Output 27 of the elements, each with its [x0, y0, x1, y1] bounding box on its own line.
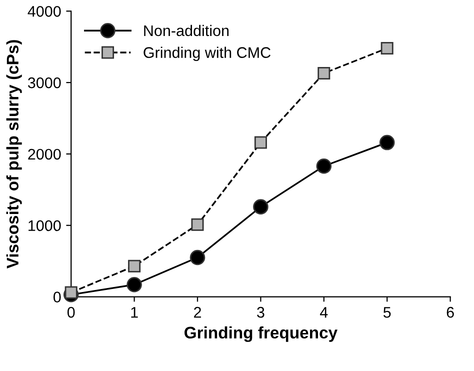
y-tick-label: 4000	[28, 6, 61, 17]
y-tick-label: 3000	[28, 77, 61, 88]
x-tick-label: 3	[257, 306, 264, 318]
x-tick-label: 5	[383, 307, 391, 318]
x-tick-label: 6	[446, 306, 454, 318]
point	[191, 218, 204, 231]
x-tick-label: 4	[320, 307, 328, 318]
point	[316, 158, 332, 174]
point	[64, 286, 78, 299]
legend-label: Non-addition	[144, 24, 229, 36]
legend-label: Grinding with CMC	[144, 46, 271, 61]
point	[254, 136, 267, 149]
point	[126, 277, 142, 292]
x-tick-label: 2	[194, 306, 201, 318]
point	[379, 134, 395, 150]
x-axis-title: Grinding frequency	[184, 326, 338, 342]
x-tick-label: 1	[131, 307, 138, 318]
point	[380, 42, 394, 55]
x-tick-label: 0	[67, 306, 75, 318]
point	[318, 67, 330, 80]
y-axis-title: Viscosity of pulp slurry (cPs)	[6, 40, 22, 269]
point	[128, 260, 141, 272]
y-tick-label: 2000	[28, 148, 61, 160]
y-tick-label: 1000	[28, 220, 61, 232]
point	[253, 199, 268, 214]
y-tick-label: 0	[53, 292, 61, 302]
point	[190, 250, 206, 266]
